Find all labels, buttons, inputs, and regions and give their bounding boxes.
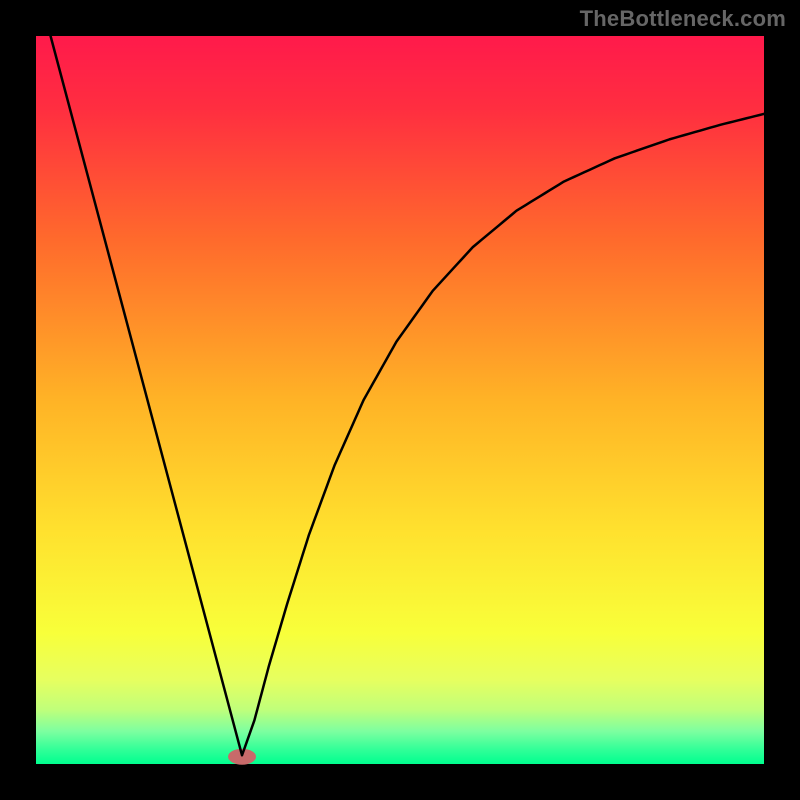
chart-svg [0,0,800,800]
chart-container: TheBottleneck.com [0,0,800,800]
watermark-text: TheBottleneck.com [580,6,786,32]
